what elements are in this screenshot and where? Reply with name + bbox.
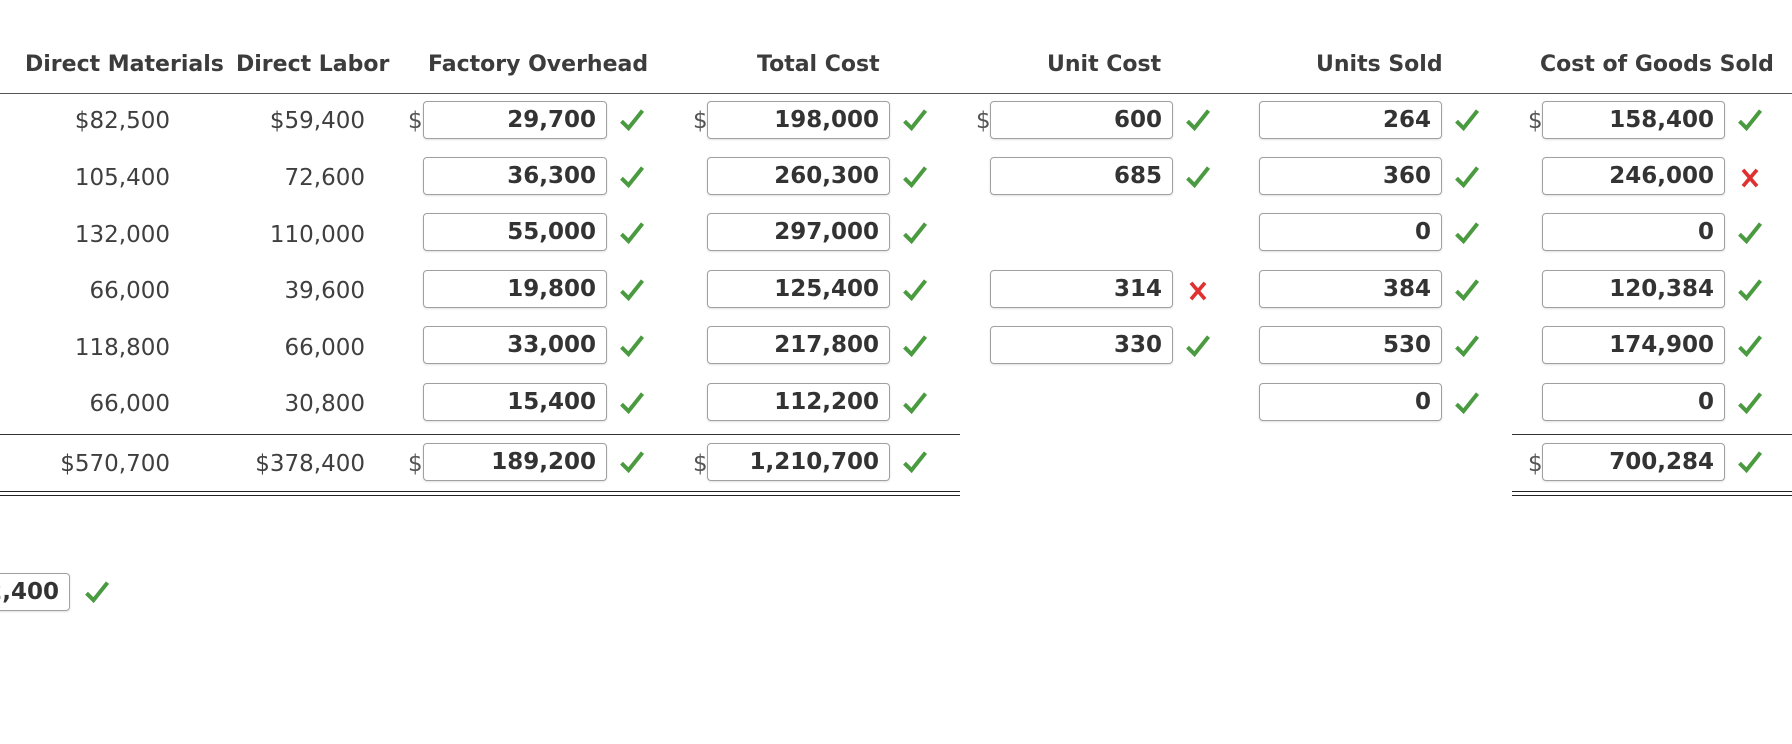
check-icon — [620, 392, 645, 415]
unit-cost-input[interactable]: 600 — [990, 101, 1173, 139]
currency-symbol: $ — [408, 451, 423, 477]
direct-materials-cell: 66,000 — [89, 278, 170, 304]
check-icon — [1738, 451, 1763, 474]
units-sold-input[interactable]: 0 — [1259, 213, 1442, 251]
factory-overhead-input[interactable]: 19,800 — [423, 270, 607, 308]
direct-labor-cell: 110,000 — [269, 222, 365, 248]
check-icon — [1738, 392, 1763, 415]
direct-materials-cell: 66,000 — [89, 391, 170, 417]
check-icon — [1186, 109, 1211, 132]
total-cost-input[interactable]: 297,000 — [707, 213, 890, 251]
partial-answer-input[interactable]: 2,400 — [0, 573, 70, 611]
check-icon — [903, 392, 928, 415]
check-icon — [620, 109, 645, 132]
cogs-input[interactable]: 0 — [1542, 213, 1725, 251]
totals-double-underline-right — [1512, 491, 1792, 496]
check-icon — [1455, 392, 1480, 415]
cogs-input[interactable]: 0 — [1542, 383, 1725, 421]
direct-materials-cell: 105,400 — [74, 165, 170, 191]
factory-overhead-input[interactable]: 15,400 — [423, 383, 607, 421]
x-icon — [1741, 168, 1759, 188]
unit-cost-input[interactable]: 685 — [990, 157, 1173, 195]
check-icon — [903, 166, 928, 189]
currency-symbol: $ — [1528, 451, 1543, 477]
currency-symbol: $ — [693, 451, 708, 477]
header-units-sold: Units Sold — [1316, 52, 1443, 77]
check-icon — [85, 581, 110, 604]
factory-overhead-input[interactable]: 29,700 — [423, 101, 607, 139]
unit-cost-input[interactable]: 330 — [990, 326, 1173, 364]
direct-labor-cell: 39,600 — [284, 278, 365, 304]
check-icon — [1738, 109, 1763, 132]
currency-symbol: $ — [1528, 108, 1543, 134]
cogs-input[interactable]: 246,000 — [1542, 157, 1725, 195]
check-icon — [903, 451, 928, 474]
check-icon — [1455, 166, 1480, 189]
header-direct-materials: Direct Materials — [25, 52, 224, 77]
total-factory-overhead-input[interactable]: 189,200 — [423, 443, 607, 481]
units-sold-input[interactable]: 0 — [1259, 383, 1442, 421]
x-icon — [1189, 281, 1207, 301]
grand-total-cost-input[interactable]: 1,210,700 — [707, 443, 890, 481]
check-icon — [1455, 279, 1480, 302]
totals-rule-left — [0, 434, 960, 435]
total-cogs-input[interactable]: 700,284 — [1542, 443, 1725, 481]
factory-overhead-input[interactable]: 55,000 — [423, 213, 607, 251]
direct-labor-cell: 66,000 — [284, 335, 365, 361]
unit-cost-input[interactable]: 314 — [990, 270, 1173, 308]
header-unit-cost: Unit Cost — [1047, 52, 1162, 77]
total-cost-input[interactable]: 260,300 — [707, 157, 890, 195]
units-sold-input[interactable]: 384 — [1259, 270, 1442, 308]
check-icon — [1455, 222, 1480, 245]
check-icon — [620, 335, 645, 358]
check-icon — [1738, 335, 1763, 358]
direct-labor-cell: $59,400 — [269, 108, 365, 134]
cogs-input[interactable]: 158,400 — [1542, 101, 1725, 139]
check-icon — [903, 279, 928, 302]
check-icon — [620, 166, 645, 189]
header-divider — [0, 93, 1792, 94]
check-icon — [1455, 335, 1480, 358]
check-icon — [903, 335, 928, 358]
units-sold-input[interactable]: 530 — [1259, 326, 1442, 364]
direct-labor-cell: 30,800 — [284, 391, 365, 417]
total-direct-labor: $378,400 — [255, 451, 365, 477]
currency-symbol: $ — [408, 108, 423, 134]
check-icon — [1186, 335, 1211, 358]
check-icon — [903, 109, 928, 132]
factory-overhead-input[interactable]: 36,300 — [423, 157, 607, 195]
total-cost-input[interactable]: 112,200 — [707, 383, 890, 421]
total-cost-input[interactable]: 198,000 — [707, 101, 890, 139]
check-icon — [1455, 109, 1480, 132]
direct-labor-cell: 72,600 — [284, 165, 365, 191]
direct-materials-cell: 118,800 — [74, 335, 170, 361]
header-total-cost: Total Cost — [757, 52, 880, 77]
check-icon — [1186, 166, 1211, 189]
total-direct-materials: $570,700 — [60, 451, 170, 477]
check-icon — [1738, 279, 1763, 302]
check-icon — [903, 222, 928, 245]
direct-materials-cell: 132,000 — [74, 222, 170, 248]
header-cost-of-goods-sold: Cost of Goods Sold — [1540, 52, 1774, 77]
units-sold-input[interactable]: 360 — [1259, 157, 1442, 195]
totals-double-underline-left — [0, 491, 960, 496]
totals-rule-right — [1512, 434, 1792, 435]
cogs-input[interactable]: 174,900 — [1542, 326, 1725, 364]
direct-materials-cell: $82,500 — [74, 108, 170, 134]
header-direct-labor: Direct Labor — [236, 52, 390, 77]
units-sold-input[interactable]: 264 — [1259, 101, 1442, 139]
check-icon — [620, 222, 645, 245]
currency-symbol: $ — [976, 108, 991, 134]
header-factory-overhead: Factory Overhead — [428, 52, 649, 77]
factory-overhead-input[interactable]: 33,000 — [423, 326, 607, 364]
check-icon — [1738, 222, 1763, 245]
check-icon — [620, 451, 645, 474]
cogs-input[interactable]: 120,384 — [1542, 270, 1725, 308]
currency-symbol: $ — [693, 108, 708, 134]
total-cost-input[interactable]: 125,400 — [707, 270, 890, 308]
total-cost-input[interactable]: 217,800 — [707, 326, 890, 364]
check-icon — [620, 279, 645, 302]
